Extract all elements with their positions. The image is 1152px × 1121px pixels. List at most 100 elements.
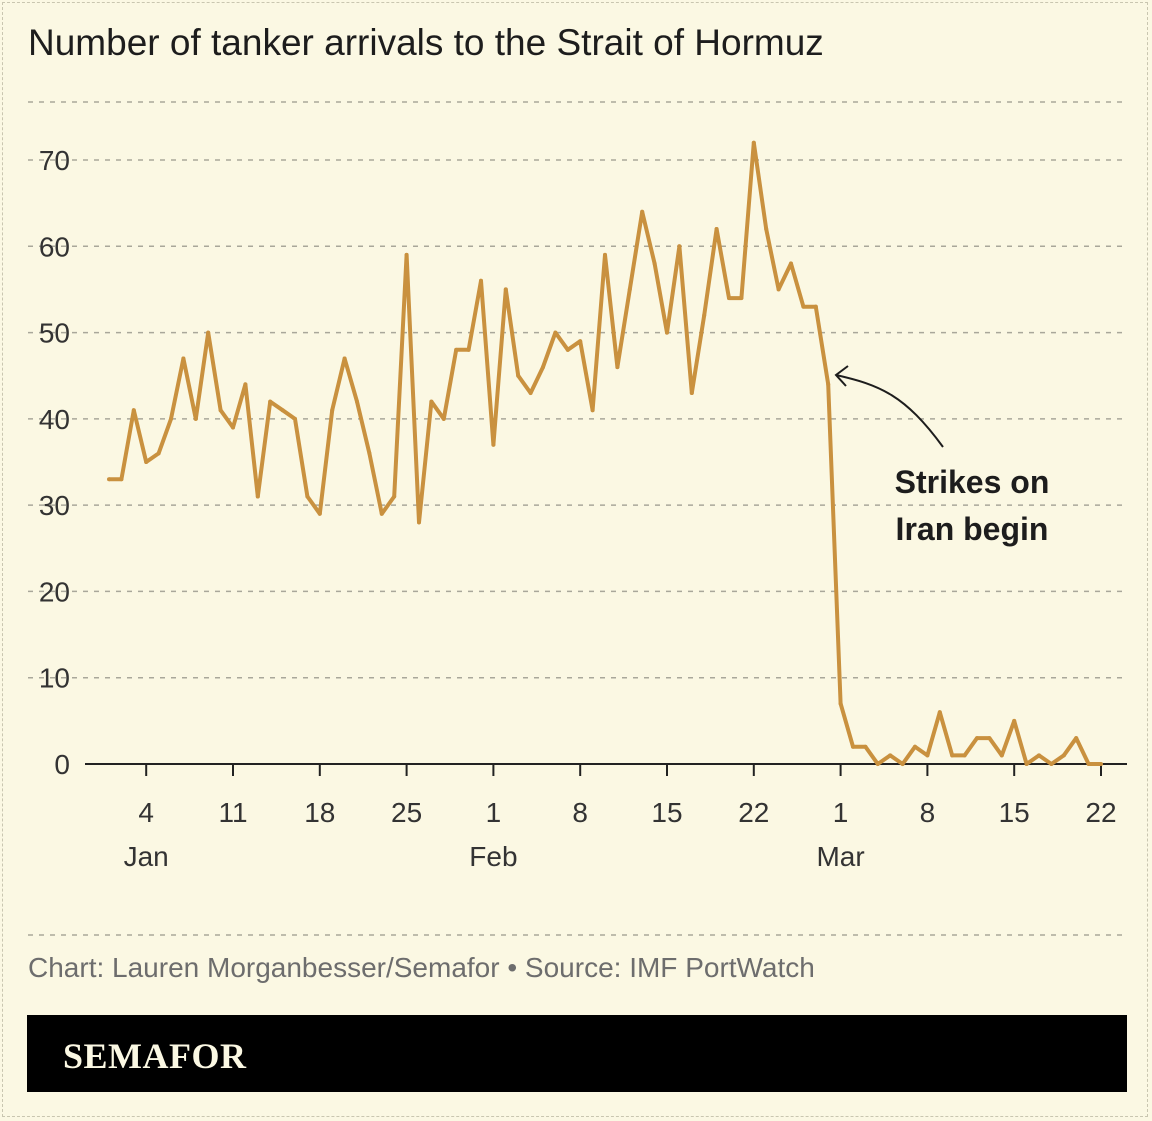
- data-point: [379, 511, 384, 516]
- x-tick-label: 8: [920, 797, 936, 828]
- x-tick-label: 22: [1085, 797, 1116, 828]
- data-point: [900, 762, 905, 766]
- data-point: [789, 261, 793, 266]
- y-tick-label: 0: [54, 749, 70, 780]
- data-point: [714, 227, 719, 232]
- annotation-arrow: [835, 374, 944, 448]
- data-point: [615, 365, 620, 370]
- data-point: [987, 736, 992, 741]
- y-tick-label: 60: [39, 231, 70, 262]
- x-tick-label: 25: [391, 797, 422, 828]
- data-point: [565, 347, 570, 352]
- data-point: [466, 347, 471, 352]
- data-point: [640, 209, 645, 214]
- data-point: [1061, 753, 1066, 758]
- data-point: [764, 227, 769, 232]
- data-point: [975, 736, 979, 741]
- data-point: [491, 442, 496, 447]
- x-tick-label: 15: [651, 797, 682, 828]
- data-point: [875, 762, 880, 766]
- data-point: [404, 252, 409, 257]
- x-tick-label: 22: [738, 797, 769, 828]
- data-point: [1049, 762, 1054, 766]
- data-point: [590, 408, 595, 413]
- data-point: [119, 477, 124, 482]
- chart-title: Number of tanker arrivals to the Strait …: [28, 22, 824, 63]
- x-tick-label: 4: [138, 797, 154, 828]
- data-point: [255, 494, 260, 499]
- x-tick-label: 1: [486, 797, 502, 828]
- line-chart: 0 10 20 30 40 50 60 70 4 Jan 11 18 25 1 Feb 8 15 22 1 Mar 8…: [28, 101, 1127, 936]
- data-point: [503, 287, 508, 292]
- data-point: [156, 451, 161, 456]
- data-point: [429, 399, 434, 404]
- data-point: [1024, 762, 1029, 766]
- data-point: [181, 356, 186, 361]
- data-point: [1012, 718, 1017, 723]
- x-month-label: Jan: [124, 841, 169, 872]
- data-point: [293, 416, 297, 421]
- data-point: [925, 753, 930, 758]
- annotation-line-2: Iran begin: [896, 511, 1049, 547]
- x-tick-label: 11: [218, 797, 247, 828]
- data-point: [826, 382, 831, 387]
- data-point: [627, 287, 632, 292]
- y-tick-label: 70: [39, 145, 70, 176]
- data-point: [131, 408, 136, 413]
- data-point: [342, 356, 347, 361]
- data-point: [243, 382, 248, 387]
- data-point: [751, 140, 756, 145]
- data-point: [417, 520, 421, 525]
- data-point: [652, 261, 657, 266]
- y-tick-label: 10: [39, 663, 70, 694]
- data-point: [578, 339, 583, 344]
- data-point: [441, 416, 446, 421]
- data-point: [392, 494, 397, 499]
- y-tick-label: 50: [39, 318, 70, 349]
- data-point: [801, 304, 806, 309]
- x-month-label: Mar: [816, 841, 864, 872]
- data-point: [913, 744, 917, 749]
- x-tick-label: 8: [572, 797, 588, 828]
- data-point: [727, 296, 731, 301]
- data-point: [702, 313, 707, 318]
- y-tick-label: 30: [39, 490, 70, 521]
- data-point: [516, 373, 521, 378]
- y-tick-label: 40: [39, 404, 70, 435]
- data-point: [454, 347, 459, 352]
- data-point: [888, 753, 893, 758]
- data-point: [144, 460, 149, 464]
- data-point: [739, 296, 744, 301]
- data-point: [603, 252, 607, 257]
- data-point: [1086, 762, 1091, 766]
- source-credit: Chart: Lauren Morganbesser/Semafor • Sou…: [28, 952, 815, 983]
- data-point: [950, 753, 955, 758]
- data-point: [665, 330, 669, 335]
- data-point: [1099, 762, 1103, 766]
- data-point: [367, 451, 372, 456]
- annotation-line-1: Strikes on: [895, 464, 1050, 500]
- data-point: [218, 408, 223, 413]
- data-point: [528, 390, 533, 395]
- data-point: [1074, 736, 1079, 741]
- data-point: [1037, 753, 1041, 758]
- brand-bar: SEMAFOR: [27, 1015, 1127, 1092]
- x-tick-label: 18: [304, 797, 335, 828]
- x-month-label: Feb: [469, 841, 517, 872]
- data-point: [851, 744, 855, 749]
- data-point: [305, 494, 310, 499]
- x-tick-label: 15: [999, 797, 1030, 828]
- data-point: [689, 390, 694, 395]
- data-point: [479, 278, 483, 283]
- data-point: [169, 416, 173, 421]
- data-point: [280, 408, 285, 413]
- data-point: [813, 304, 818, 309]
- data-point: [231, 425, 235, 430]
- data-point: [677, 244, 682, 249]
- data-point: [107, 477, 111, 482]
- data-point: [330, 408, 335, 413]
- data-point: [317, 511, 322, 516]
- data-point: [937, 710, 942, 715]
- data-point: [206, 330, 211, 335]
